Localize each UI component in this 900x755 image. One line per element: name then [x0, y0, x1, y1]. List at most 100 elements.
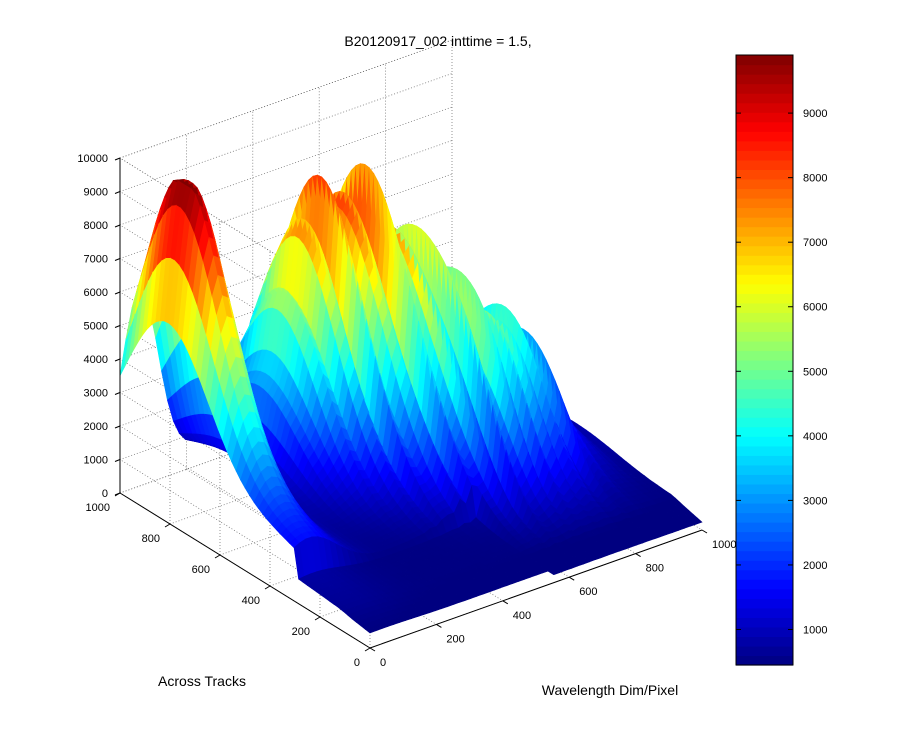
colorbar-band — [736, 178, 793, 190]
z-tick-mark — [114, 392, 121, 395]
colorbar-band — [736, 474, 793, 485]
z-tick-label: 5000 — [84, 321, 108, 333]
colorbar-band — [736, 283, 793, 294]
x-tick-label: 600 — [579, 586, 597, 598]
wavelength-label: Wavelength Dim/Pixel — [542, 682, 678, 698]
colorbar-band — [736, 93, 793, 104]
colorbar-band — [736, 331, 793, 342]
colorbar-band — [736, 340, 793, 352]
x-tick-label: 800 — [646, 563, 664, 575]
colorbar-tick-label: 3000 — [803, 495, 827, 507]
colorbar-band — [736, 398, 793, 409]
colorbar-band — [736, 369, 793, 380]
colorbar-tick-label: 1000 — [803, 624, 827, 636]
colorbar-band — [736, 388, 793, 399]
colorbar-band — [736, 302, 793, 313]
x-tick-mark — [436, 623, 442, 628]
colorbar-tick-label: 2000 — [803, 560, 827, 572]
y-tick-label: 600 — [192, 564, 210, 576]
colorbar-band — [736, 417, 793, 428]
x-axis-line — [369, 529, 703, 649]
x-tick-label: 400 — [513, 610, 531, 622]
colorbar-band — [736, 560, 793, 571]
colorbar-band — [736, 407, 793, 418]
colorbar-band — [736, 274, 793, 285]
colorbar-ticks: 1000 2000 3000 4000 5000 6000 7000 8000 9000 — [736, 108, 827, 636]
colorbar-band — [736, 112, 793, 123]
colorbar: 1000 2000 3000 4000 5000 6000 7000 8000 9000 — [735, 54, 827, 666]
colorbar-band — [736, 140, 793, 151]
colorbar-band — [736, 255, 793, 266]
surface-patch — [691, 517, 703, 525]
z-tick-mark — [114, 425, 121, 429]
z-tick-label: 8000 — [84, 220, 108, 232]
colorbar-band — [736, 121, 793, 132]
x-tick-mark — [369, 647, 376, 652]
grid-line — [119, 157, 371, 314]
colorbar-band — [736, 226, 793, 237]
y-tick-label: 1000 — [86, 502, 110, 514]
colorbar-band — [736, 617, 793, 628]
colorbar-band — [736, 645, 793, 657]
colorbar-band — [736, 207, 793, 218]
axes-layer — [114, 157, 708, 652]
colorbar-band — [736, 197, 793, 209]
z-tick-label: 10000 — [77, 153, 108, 165]
z-tick-label: 7000 — [84, 254, 108, 266]
y-tick-label: 0 — [354, 657, 360, 669]
colorbar-band — [736, 464, 793, 475]
surface-layer — [119, 163, 703, 634]
colorbar-band — [736, 598, 793, 609]
y-tick-mark — [214, 554, 221, 559]
chart-title: B20120917_002 inttime = 1.5, — [344, 33, 531, 49]
colorbar-tick-label: 9000 — [803, 108, 827, 120]
colorbar-band — [736, 321, 793, 333]
colorbar-tick-label: 7000 — [803, 237, 827, 249]
colorbar-band — [736, 541, 793, 552]
z-tick-mark — [114, 358, 121, 362]
colorbar-band — [736, 245, 793, 256]
colorbar-tick-label: 6000 — [803, 302, 827, 314]
x-tick-label: 0 — [380, 657, 386, 669]
colorbar-band — [736, 102, 793, 113]
y-tick-mark — [364, 647, 371, 652]
colorbar-band — [736, 217, 793, 228]
colorbar-band — [736, 626, 793, 638]
z-tick-label: 9000 — [84, 187, 108, 199]
grid-line — [119, 39, 453, 159]
colorbar-tick-label: 4000 — [803, 431, 827, 443]
colorbar-tick-label: 5000 — [803, 366, 827, 378]
colorbar-band — [736, 502, 793, 514]
z-tick-label: 0 — [102, 488, 108, 500]
x-tick-label: 1000 — [712, 539, 736, 551]
y-tick-mark — [164, 523, 171, 528]
colorbar-band — [736, 455, 793, 466]
y-tick-mark — [314, 616, 321, 621]
colorbar-band — [736, 159, 793, 170]
x-tick-label: 200 — [446, 633, 464, 645]
colorbar-band — [736, 131, 793, 142]
colorbar-band — [736, 74, 793, 85]
z-tick-label: 3000 — [84, 388, 108, 400]
z-tick-label: 2000 — [84, 421, 108, 433]
z-tick-mark — [114, 191, 121, 194]
colorbar-bands — [736, 55, 793, 666]
colorbar-band — [736, 445, 793, 456]
z-tick-mark — [114, 459, 121, 462]
x-tick-mark — [502, 600, 509, 605]
colorbar-band — [736, 150, 793, 161]
colorbar-band — [736, 55, 793, 66]
y-axis-line — [119, 492, 371, 649]
z-tick-mark — [114, 291, 121, 295]
colorbar-band — [736, 426, 793, 437]
colorbar-band — [736, 579, 793, 590]
colorbar-band — [736, 379, 793, 390]
z-tick-mark — [114, 492, 121, 496]
colorbar-band — [736, 264, 793, 275]
x-tick-mark — [701, 529, 708, 534]
z-tick-label: 6000 — [84, 287, 108, 299]
z-tick-label: 1000 — [84, 455, 108, 467]
colorbar-band — [736, 655, 793, 666]
